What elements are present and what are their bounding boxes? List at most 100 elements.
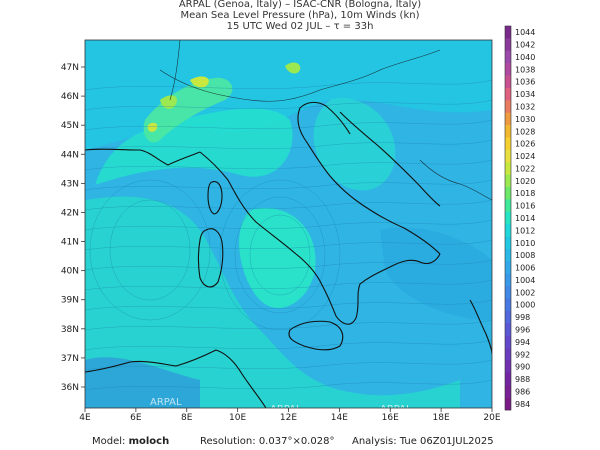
colorbar-label: 996 <box>515 325 530 334</box>
header-title-line2: Mean Sea Level Pressure (hPa), 10m Winds… <box>180 10 420 21</box>
lat-tick-label: 44N <box>61 150 79 160</box>
colorbar-label: 1022 <box>515 164 535 173</box>
colorbar-swatch <box>505 286 511 299</box>
country-borders <box>159 40 492 201</box>
colorbar-label: 1028 <box>515 127 535 136</box>
colorbar-label: 1040 <box>515 53 535 62</box>
high-pressure-area-south <box>85 196 460 408</box>
colorbar-label: 1002 <box>515 288 535 297</box>
colorbar-label: 1036 <box>515 78 535 87</box>
lon-tick-label: 12E <box>280 413 297 423</box>
wind-streamlines <box>85 79 492 391</box>
colorbar-swatch <box>505 273 511 287</box>
lon-tick-label: 20E <box>483 413 500 423</box>
colorbar-label: 1012 <box>515 226 535 235</box>
colorbar-swatch <box>505 397 511 411</box>
colorbar-swatch <box>505 335 511 349</box>
colorbar-label: 1032 <box>515 103 535 112</box>
colorbar-swatch <box>505 211 511 225</box>
lat-tick-label: 40N <box>61 267 79 277</box>
lat-tick-label: 45N <box>61 121 79 131</box>
colorbar-label: 1010 <box>515 239 535 248</box>
lon-tick-label: 4E <box>79 413 91 423</box>
pressure-colorbar: 1044 1042 1040 1038 1036 1034 1032 1030 1028 1026… <box>504 25 535 411</box>
watermark-center: ARPAL <box>270 404 302 415</box>
colorbar-label: 1004 <box>515 276 535 285</box>
colorbar-swatch <box>505 100 511 114</box>
footer-analysis-label: Analysis: <box>352 436 397 447</box>
map-field: ARPAL ARPAL ARPAL <box>85 40 492 415</box>
watermark-left: ARPAL <box>150 397 182 408</box>
colorbar-swatch <box>505 187 511 200</box>
coastlines <box>85 101 492 408</box>
lat-tick-label: 38N <box>61 325 79 335</box>
colorbar-swatch <box>505 75 511 89</box>
colorbar-swatch <box>505 224 511 237</box>
colorbar-label: 1008 <box>515 251 535 260</box>
colorbar-label: 990 <box>515 363 530 372</box>
lat-tick-label: 47N <box>61 63 79 73</box>
colorbar-swatch <box>505 26 511 39</box>
colorbar-label: 986 <box>515 387 530 396</box>
colorbar-swatch <box>505 372 511 386</box>
colorbar-label: 994 <box>515 338 530 347</box>
colorbar-label: 1018 <box>515 189 535 198</box>
high-pressure-area-north <box>95 108 293 185</box>
colorbar-label: 1000 <box>515 301 535 310</box>
colorbar-swatch <box>505 310 511 324</box>
footer-analysis: Analysis: Tue 06Z01JUL2025 <box>352 436 494 447</box>
colorbar-swatch <box>505 348 511 361</box>
colorbar-label: 998 <box>515 313 530 322</box>
colorbar-swatch <box>505 63 511 76</box>
colorbar-label: 1034 <box>515 90 535 99</box>
colorbar-swatch <box>505 298 511 312</box>
colorbar-label: 1026 <box>515 140 535 149</box>
colorbar-swatch <box>505 149 511 163</box>
colorbar-label: 1014 <box>515 214 535 223</box>
lon-tick-label: 14E <box>331 413 348 423</box>
lat-tick-label: 37N <box>61 354 79 364</box>
colorbar-swatch <box>505 50 511 64</box>
colorbar-swatch <box>505 261 511 275</box>
footer-resolution-label: Resolution: <box>200 436 256 447</box>
lat-tick-label: 41N <box>61 238 79 248</box>
footer-model-label: Model: <box>92 436 126 447</box>
header-title-line3: 15 UTC Wed 02 JUL – τ = 33h <box>226 21 374 32</box>
colorbar-swatch <box>505 199 511 213</box>
lon-tick-label: 10E <box>229 413 246 423</box>
footer-resolution: Resolution: 0.037°×0.028° <box>200 436 334 447</box>
lon-tick-label: 8E <box>181 413 193 423</box>
lat-tick-label: 42N <box>61 208 79 218</box>
colorbar-swatch <box>505 125 511 138</box>
latitude-axis: 47N 46N 45N 44N 43N 42N 41N 40N 39N 38N 37N 36N <box>61 63 85 393</box>
colorbar-swatch <box>505 248 511 262</box>
footer-analysis-value: Tue 06Z01JUL2025 <box>399 436 494 447</box>
footer-model-value: moloch <box>128 436 170 447</box>
colorbar-label: 984 <box>515 400 530 409</box>
header-title-line1: ARPAL (Genoa, Italy) – ISAC-CNR (Bologna… <box>178 0 422 10</box>
colorbar-swatch <box>505 87 511 101</box>
lon-tick-label: 6E <box>130 413 142 423</box>
colorbar-label: 1016 <box>515 202 535 211</box>
colorbar-label: 992 <box>515 350 530 359</box>
colorbar-label: 1020 <box>515 177 535 186</box>
lat-tick-label: 46N <box>61 92 79 102</box>
longitude-axis: 4E 6E 8E 10E 12E 14E 16E 18E 20E <box>79 408 501 423</box>
colorbar-label: 1006 <box>515 264 535 273</box>
lat-tick-label: 39N <box>61 296 79 306</box>
lat-tick-label: 43N <box>61 179 79 189</box>
colorbar-swatch <box>505 112 511 126</box>
colorbar-swatch <box>505 137 511 151</box>
colorbar-swatch <box>505 162 511 175</box>
colorbar-swatch <box>505 360 511 374</box>
colorbar-swatch <box>505 38 511 52</box>
footer-resolution-value: 0.037°×0.028° <box>258 436 335 447</box>
colorbar-swatch <box>505 323 511 336</box>
colorbar-swatch <box>505 385 511 398</box>
colorbar-swatch <box>505 236 511 250</box>
lon-tick-label: 18E <box>433 413 450 423</box>
colorbar-label: 1030 <box>515 115 535 124</box>
colorbar-label: 1042 <box>515 41 535 50</box>
lat-tick-label: 36N <box>61 383 79 393</box>
